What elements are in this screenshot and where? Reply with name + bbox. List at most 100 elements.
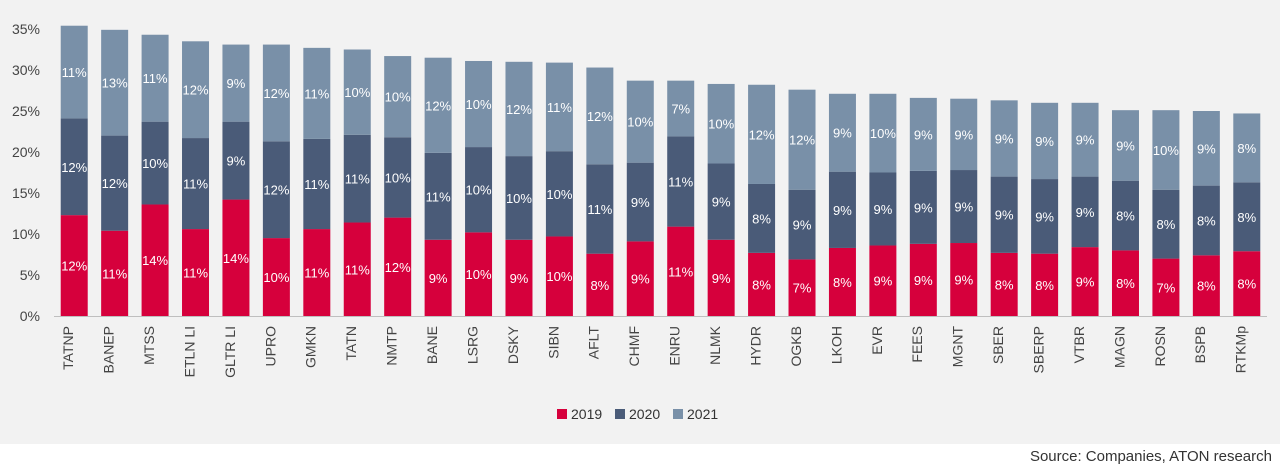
x-tick-label: SIBN: [545, 326, 561, 359]
data-label: 10%: [142, 156, 168, 171]
x-tick-label: VTBR: [1071, 326, 1087, 363]
bar-segment: [667, 226, 695, 316]
data-label: 10%: [466, 97, 492, 112]
data-label: 9%: [1197, 141, 1216, 156]
bar-segment: [101, 135, 129, 231]
data-label: 8%: [1237, 210, 1256, 225]
data-label: 8%: [995, 277, 1014, 292]
bar-segment: [465, 147, 493, 233]
data-label: 8%: [752, 277, 771, 292]
bar-segment: [343, 222, 371, 316]
bar-segment: [1111, 250, 1139, 316]
data-label: 8%: [1197, 213, 1216, 228]
x-tick-label: SBER: [990, 326, 1006, 364]
data-label: 11%: [345, 172, 370, 187]
x-tick-label: NMTP: [384, 326, 400, 366]
y-tick-label: 15%: [12, 185, 40, 201]
bar-segment: [1111, 110, 1139, 181]
bar-segment: [828, 171, 856, 248]
data-label: 9%: [631, 195, 650, 210]
data-label: 11%: [345, 262, 370, 277]
data-label: 9%: [227, 76, 246, 91]
data-label: 11%: [426, 189, 451, 204]
bar-segment: [262, 238, 290, 316]
data-label: 10%: [870, 126, 896, 141]
bar-segment: [707, 83, 735, 164]
x-tick-label: BSPB: [1192, 326, 1208, 363]
bar-segment: [384, 56, 412, 138]
data-label: 9%: [1076, 133, 1095, 148]
data-label: 9%: [510, 271, 529, 286]
bar-segment: [1233, 113, 1261, 183]
data-label: 8%: [1197, 279, 1216, 294]
x-tick-label: MTSS: [141, 326, 157, 365]
bar-segment: [1111, 180, 1139, 251]
bar-segment: [909, 170, 937, 244]
x-tick-label: TATN: [343, 326, 359, 360]
bar-segment: [707, 163, 735, 240]
data-label: 11%: [547, 100, 572, 115]
data-label: 13%: [102, 76, 128, 91]
data-label: 9%: [429, 271, 448, 286]
bar-segment: [384, 217, 412, 316]
bar-segment: [1152, 258, 1180, 316]
bar-segment: [748, 84, 776, 184]
data-label: 12%: [506, 102, 532, 117]
bar-segment: [141, 34, 169, 122]
bar-segment: [626, 80, 654, 163]
data-label: 10%: [1153, 143, 1179, 158]
x-tick-label: CHMF: [626, 326, 642, 366]
x-tick-label: FEES: [909, 326, 925, 363]
bar-segment: [545, 62, 573, 152]
bar-segment: [788, 189, 816, 260]
data-label: 11%: [668, 175, 693, 190]
x-tick-label: AFLT: [586, 326, 602, 360]
bar-segment: [1152, 110, 1180, 190]
bar-segment: [505, 239, 533, 316]
data-label: 11%: [304, 86, 329, 101]
x-tick-label: DSKY: [505, 325, 521, 364]
data-label: 12%: [263, 86, 289, 101]
data-label: 10%: [546, 269, 572, 284]
data-label: 11%: [143, 71, 168, 86]
x-tick-label: LSRG: [464, 326, 480, 364]
x-tick-label: EVR: [869, 326, 885, 355]
legend-swatch: [557, 409, 567, 419]
data-label: 9%: [833, 126, 852, 141]
data-label: 9%: [1076, 205, 1095, 220]
bar-segment: [1031, 253, 1059, 316]
data-label: 8%: [1035, 278, 1054, 293]
stacked-bar-chart: 0% 5% 10% 15% 20% 25% 30% 35% 12% 12% 11% TATNP 11% 1…: [12, 21, 1267, 422]
data-label: 10%: [344, 85, 370, 100]
data-label: 9%: [873, 202, 892, 217]
bar-segment: [1192, 111, 1220, 186]
bar-segment: [1192, 185, 1220, 256]
x-tick-label: UPRO: [262, 326, 278, 367]
data-label: 12%: [61, 160, 87, 175]
data-label: 14%: [223, 251, 249, 266]
bar-segment: [950, 170, 978, 244]
data-label: 8%: [1116, 276, 1135, 291]
bar-segment: [545, 236, 573, 316]
bar-segment: [1071, 176, 1099, 248]
data-label: 10%: [466, 267, 492, 282]
data-label: 10%: [546, 187, 572, 202]
data-label: 7%: [671, 102, 690, 117]
bar-segment: [950, 98, 978, 171]
data-label: 10%: [385, 90, 411, 105]
bar-segment: [1031, 102, 1059, 180]
y-tick-label: 5%: [20, 267, 40, 283]
data-label: 11%: [304, 266, 329, 281]
data-label: 11%: [183, 266, 208, 281]
data-label: 12%: [425, 98, 451, 113]
data-label: 9%: [995, 131, 1014, 146]
data-label: 10%: [263, 270, 289, 285]
bar-segment: [101, 29, 129, 136]
bar-segment: [869, 245, 897, 316]
data-label: 10%: [627, 115, 653, 130]
data-label: 11%: [62, 65, 87, 80]
bar-segment: [182, 138, 210, 230]
data-label: 9%: [914, 127, 933, 142]
x-tick-label: GLTR LI: [222, 326, 238, 378]
bar-segment: [626, 162, 654, 242]
